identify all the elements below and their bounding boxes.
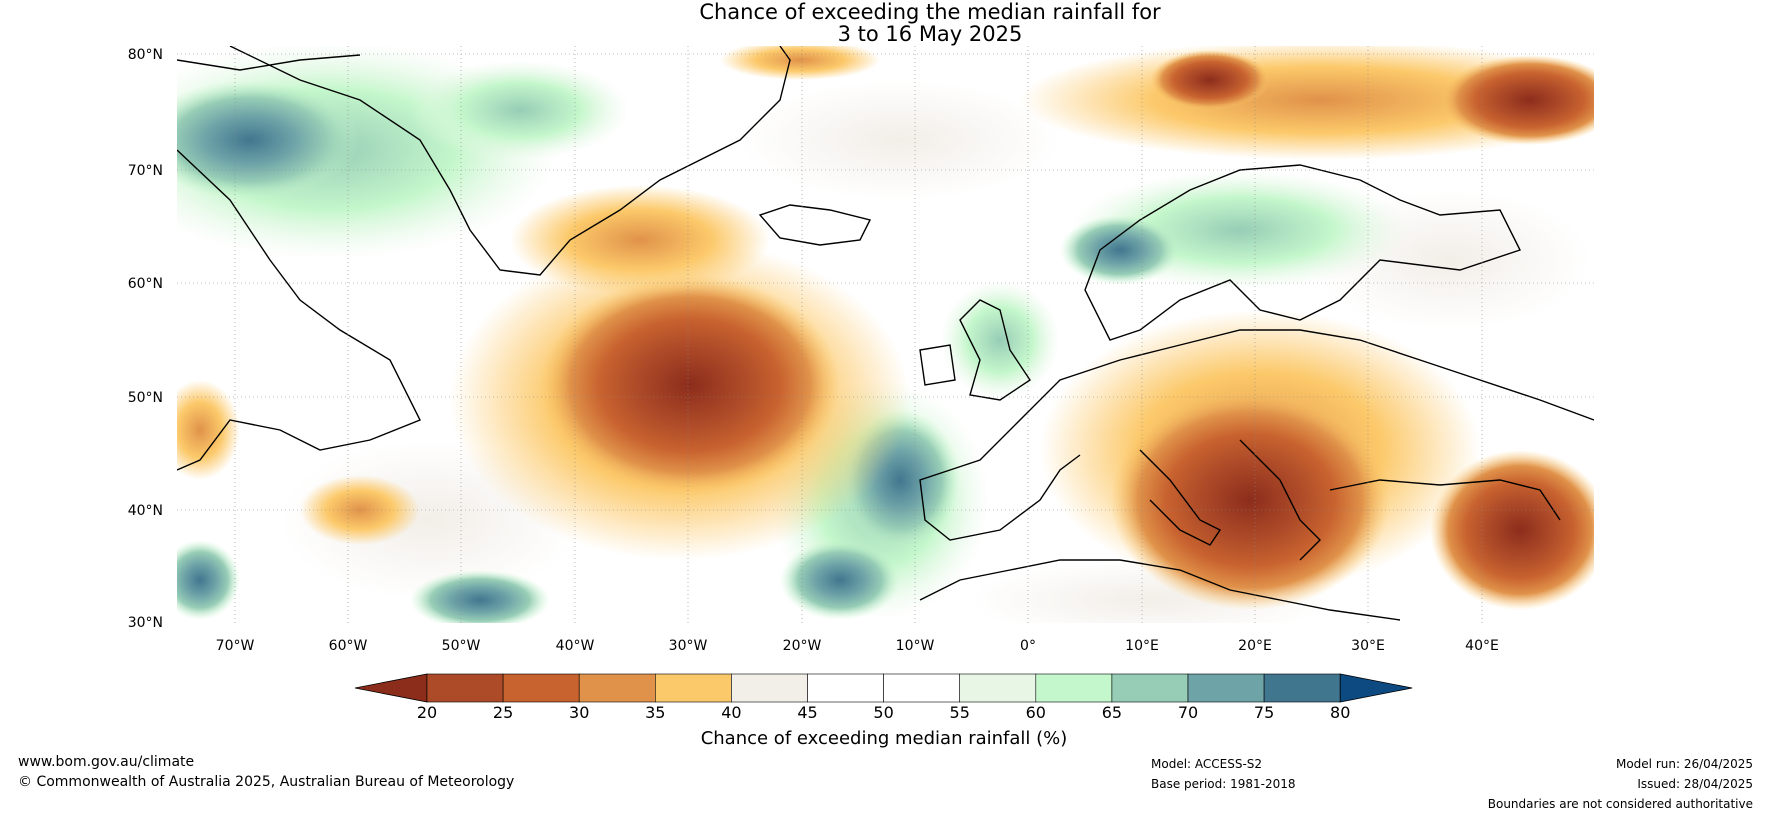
colorbar-bin-65-70 <box>1111 673 1189 703</box>
colorbar-tick-55: 55 <box>950 703 970 722</box>
colorbar-tick-80: 80 <box>1330 703 1350 722</box>
colorbar-tick-20: 20 <box>417 703 437 722</box>
lat-labels: 80°N 70°N 60°N 50°N 40°N 30°N <box>128 47 163 631</box>
colorbar-label: Chance of exceeding median rainfall (%) <box>701 728 1068 749</box>
lat-label-60n: 60°N <box>128 276 163 292</box>
colorbar-tick-50: 50 <box>873 703 893 722</box>
colorbar-bin-75-80 <box>1263 673 1341 703</box>
colorbar-bin-60-65 <box>1035 673 1113 703</box>
footer-base-period: Base period: 1981-2018 <box>1151 777 1296 791</box>
footer-issued: Issued: 28/04/2025 <box>1637 777 1753 791</box>
colorbar-ticks: 20 25 30 35 40 45 50 55 60 65 70 75 80 <box>417 703 1351 722</box>
footer-disclaimer: Boundaries are not considered authoritat… <box>1487 797 1753 811</box>
colorbar-tick-45: 45 <box>797 703 817 722</box>
lat-label-70n: 70°N <box>128 163 163 179</box>
colorbar-tick-65: 65 <box>1102 703 1122 722</box>
colorbar-bin-35-40 <box>654 673 732 703</box>
lon-label-40e: 40°E <box>1465 638 1499 654</box>
colorbar-bin-50-55 <box>883 673 960 703</box>
colorbar-tick-25: 25 <box>493 703 513 722</box>
lon-label-20w: 20°W <box>783 638 822 654</box>
colorbar-bin-55-60 <box>959 673 1037 703</box>
colorbar-bin-40-45 <box>731 673 808 703</box>
colorbar <box>354 673 1413 703</box>
colorbar-tick-60: 60 <box>1026 703 1046 722</box>
colorbar-bin-20-25 <box>426 673 504 703</box>
colorbar-over-arrow <box>1339 673 1413 703</box>
lon-label-30w: 30°W <box>669 638 708 654</box>
lon-label-20e: 20°E <box>1238 638 1272 654</box>
lat-label-80n: 80°N <box>128 47 163 63</box>
lon-label-60w: 60°W <box>329 638 368 654</box>
colorbar-tick-70: 70 <box>1178 703 1198 722</box>
lon-label-50w: 50°W <box>442 638 481 654</box>
lon-label-30e: 30°E <box>1351 638 1385 654</box>
footer-copyright: © Commonwealth of Australia 2025, Austra… <box>18 774 515 790</box>
graticule <box>177 46 1594 623</box>
colorbar-tick-40: 40 <box>721 703 741 722</box>
lat-label-40n: 40°N <box>128 503 163 519</box>
lon-label-10w: 10°W <box>896 638 935 654</box>
lon-label-40w: 40°W <box>556 638 595 654</box>
colorbar-under-arrow <box>354 673 428 703</box>
map-field <box>177 46 1594 623</box>
colorbar-bin-45-50 <box>807 673 884 703</box>
lon-label-70w: 70°W <box>216 638 255 654</box>
colorbar-tick-30: 30 <box>569 703 589 722</box>
footer-url: www.bom.gov.au/climate <box>18 754 195 770</box>
map-title-line1: Chance of exceeding the median rainfall … <box>699 0 1161 24</box>
map-title-line2: 3 to 16 May 2025 <box>837 22 1023 46</box>
lon-labels: 70°W 60°W 50°W 40°W 30°W 20°W 10°W 0° 10… <box>216 638 1499 654</box>
colorbar-bin-30-35 <box>578 673 656 703</box>
coastlines <box>177 46 1594 621</box>
colorbar-bin-70-75 <box>1187 673 1265 703</box>
colorbar-tick-75: 75 <box>1254 703 1274 722</box>
lon-label-0: 0° <box>1020 638 1036 654</box>
lon-label-10e: 10°E <box>1125 638 1159 654</box>
colorbar-bin-25-30 <box>502 673 580 703</box>
lat-label-50n: 50°N <box>128 390 163 406</box>
colorbar-tick-35: 35 <box>645 703 665 722</box>
footer-model: Model: ACCESS-S2 <box>1151 757 1263 771</box>
lat-label-30n: 30°N <box>128 615 163 631</box>
footer-model-run: Model run: 26/04/2025 <box>1615 757 1753 771</box>
